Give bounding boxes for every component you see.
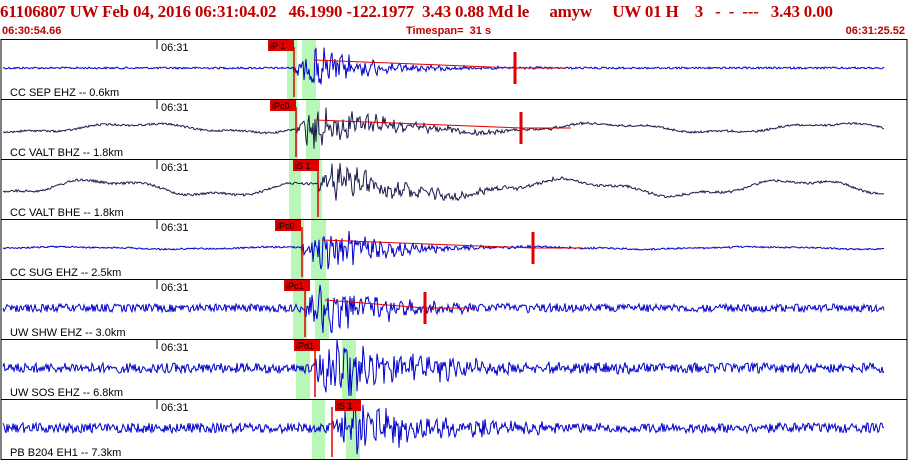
pick-label-box[interactable]	[284, 280, 310, 291]
seismogram-panel[interactable]: 06:31 iPc1 UW SHW EHZ -- 3.0km	[0, 279, 908, 340]
minute-tick-label: 06:31	[161, 42, 189, 54]
seismogram-panel[interactable]: 06:31 iPc0 CC VALT BHZ -- 1.8km	[0, 99, 908, 160]
phase-window	[342, 340, 356, 399]
phase-window	[289, 160, 301, 219]
minute-tick-label: 06:31	[161, 102, 189, 114]
waveform-trace	[2, 47, 885, 85]
minute-tick-label: 06:31	[161, 222, 189, 234]
channel-label: CC SEP EHZ -- 0.6km	[10, 87, 119, 99]
minute-tick-label: 06:31	[161, 342, 189, 354]
pick-label: iS 1	[295, 161, 311, 171]
waveform-trace	[2, 230, 885, 270]
waveform-trace	[2, 398, 885, 455]
seismogram-panels[interactable]: 06:31 iP 1 CC SEP EHZ -- 0.6km 06:31 iPc0 CC …	[0, 39, 908, 460]
channel-label: CC SUG EHZ -- 2.5km	[10, 267, 121, 279]
waveform-trace	[2, 284, 885, 334]
phase-window	[296, 340, 310, 399]
timespan-label: Timespan= 31 s	[406, 25, 492, 37]
waveform-trace	[2, 163, 885, 202]
pick-label: iS 1	[337, 401, 353, 411]
seismogram-panel[interactable]: 06:31 iPc0 CC SUG EHZ -- 2.5km	[0, 219, 908, 280]
event-header: 61106807 UW Feb 04, 2016 06:31:04.02 46.…	[0, 0, 908, 40]
window-end-time: 06:31:25.52	[845, 25, 905, 37]
pick-label: iPd1	[296, 341, 314, 351]
panel-frame	[0, 39, 908, 100]
pick-label: iP 1	[270, 41, 285, 51]
channel-label: CC VALT BHE -- 1.8km	[10, 207, 124, 219]
phase-window	[311, 160, 322, 219]
waveform-trace	[3, 107, 885, 149]
pick-label-box[interactable]	[275, 220, 301, 231]
seismogram-panel[interactable]: 06:31 iS 1 CC VALT BHE -- 1.8km	[0, 159, 908, 220]
seismogram-panel[interactable]: 06:31 iS 1 PB B204 EH1 -- 7.3km	[0, 398, 908, 460]
channel-label: UW SOS EHZ -- 6.8km	[10, 387, 123, 399]
channel-label: UW SHW EHZ -- 3.0km	[10, 327, 126, 339]
pick-label: iPc1	[286, 281, 304, 291]
seismogram-panel[interactable]: 06:31 iP 1 CC SEP EHZ -- 0.6km	[0, 39, 908, 100]
waveform-trace	[2, 339, 885, 397]
panel-frame	[0, 159, 908, 220]
minute-tick-label: 06:31	[161, 162, 189, 174]
pick-label-box[interactable]	[268, 40, 294, 51]
pick-label: iPc0	[277, 221, 295, 231]
pick-label-box[interactable]	[293, 160, 319, 171]
channel-label: CC VALT BHZ -- 1.8km	[10, 147, 123, 159]
pick-label-box[interactable]	[335, 400, 361, 411]
phase-window	[287, 40, 297, 99]
minute-tick-label: 06:31	[161, 402, 189, 414]
pick-label-box[interactable]	[270, 100, 296, 111]
coda-fit-line	[315, 119, 522, 129]
coda-fit-line	[321, 239, 534, 249]
seismogram-panel[interactable]: 06:31 iPd1 UW SOS EHZ -- 6.8km	[0, 339, 908, 400]
window-start-time: 06:30:54.66	[2, 25, 62, 37]
phase-window	[291, 220, 304, 279]
coda-fit-line	[313, 59, 516, 69]
event-summary-line: 61106807 UW Feb 04, 2016 06:31:04.02 46.…	[0, 2, 833, 21]
pick-label: iPc0	[272, 101, 290, 111]
phase-window	[293, 280, 307, 339]
pick-label-box[interactable]	[294, 340, 320, 351]
panel-frame	[0, 279, 908, 340]
minute-tick-label: 06:31	[161, 282, 189, 294]
coda-fit-line	[324, 299, 426, 309]
channel-label: PB B204 EH1 -- 7.3km	[10, 447, 121, 459]
